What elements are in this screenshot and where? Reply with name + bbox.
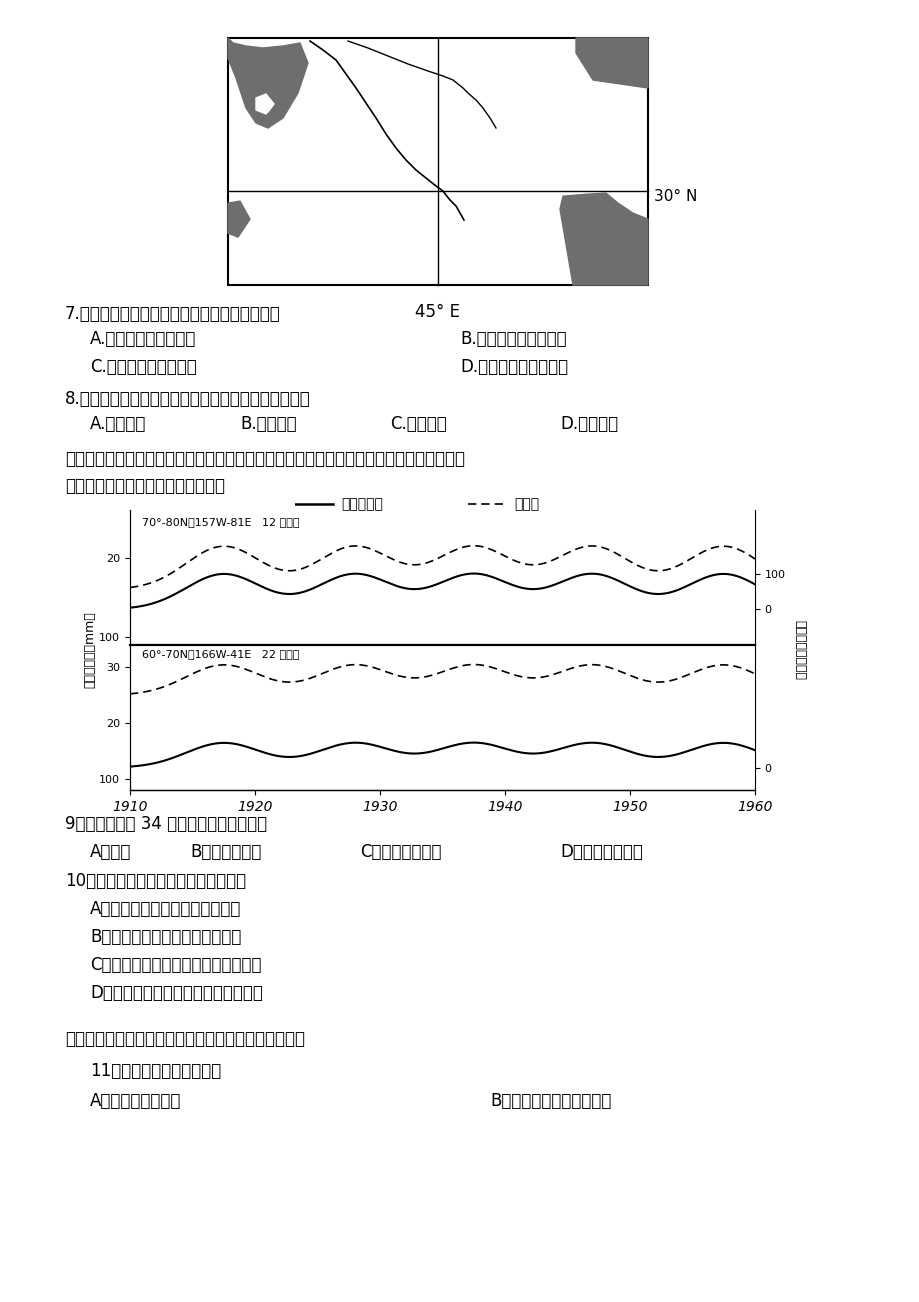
- Text: A．亚洲: A．亚洲: [90, 842, 131, 861]
- Polygon shape: [255, 96, 272, 115]
- Text: D．变化周期与太阳黑子活动周期无关: D．变化周期与太阳黑子活动周期无关: [90, 984, 263, 1003]
- Text: D.水产资源: D.水产资源: [560, 415, 618, 434]
- Text: B．地震导致海底中间凹陷: B．地震导致海底中间凹陷: [490, 1092, 611, 1111]
- Text: A.油气资源: A.油气资源: [90, 415, 146, 434]
- Text: A．随太阳黑子活动的增强而增大: A．随太阳黑子活动的增强而增大: [90, 900, 241, 918]
- Text: B．随太阳黑子活动的增强而减小: B．随太阳黑子活动的增强而减小: [90, 928, 241, 947]
- Text: 太阳黑子数: 太阳黑子数: [341, 497, 382, 510]
- Text: B．亚洲和欧洲: B．亚洲和欧洲: [190, 842, 261, 861]
- Bar: [228, 38, 647, 285]
- Text: 11．洋脊的形成主要是由于: 11．洋脊的形成主要是由于: [90, 1062, 221, 1079]
- Polygon shape: [228, 38, 308, 128]
- Text: B.艳丽轻柔的纱丽服饰: B.艳丽轻柔的纱丽服饰: [460, 329, 566, 348]
- Polygon shape: [560, 193, 647, 285]
- Text: D.热情奔放的土风歌舞: D.热情奔放的土风歌舞: [460, 358, 568, 376]
- Text: A．地震使海底抬升: A．地震使海底抬升: [90, 1092, 181, 1111]
- Text: B.水能资源: B.水能资源: [240, 415, 296, 434]
- Text: （六）板块运动造就了地球表面高低起伏的基本形态。: （六）板块运动造就了地球表面高低起伏的基本形态。: [65, 1030, 305, 1048]
- Text: 60°-70N，166W-41E   22 个测站: 60°-70N，166W-41E 22 个测站: [142, 650, 300, 659]
- Text: 10．观测显示，所测地区年平均降水量: 10．观测显示，所测地区年平均降水量: [65, 872, 246, 891]
- Text: C.圆顶尖塔的大清真寺: C.圆顶尖塔的大清真寺: [90, 358, 197, 376]
- Text: D．欧洲和北美洲: D．欧洲和北美洲: [560, 842, 642, 861]
- Text: 9．图中所示的 34 个测站分布范围主要在: 9．图中所示的 34 个测站分布范围主要在: [65, 815, 267, 833]
- Text: 降水量: 降水量: [514, 497, 539, 510]
- Text: 30° N: 30° N: [653, 189, 697, 203]
- Text: 7.这里的城市多沿河而居，街道上可见的景观有: 7.这里的城市多沿河而居，街道上可见的景观有: [65, 305, 280, 323]
- Text: 70°-80N，157W-81E   12 个测站: 70°-80N，157W-81E 12 个测站: [142, 517, 300, 527]
- Text: 45° E: 45° E: [415, 303, 460, 322]
- Text: A.圆形穹顶的东正教堂: A.圆形穹顶的东正教堂: [90, 329, 196, 348]
- Polygon shape: [228, 201, 250, 237]
- Text: 8.对该地区的经济发展具有十分重要作用的自然资源是: 8.对该地区的经济发展具有十分重要作用的自然资源是: [65, 391, 311, 408]
- Text: C．变化周期与太阳黑子活动周期吴合: C．变化周期与太阳黑子活动周期吴合: [90, 956, 261, 974]
- Polygon shape: [575, 38, 647, 89]
- Text: （五）太阳黑子活动的变化会对地球的气候产生明显影响。下图显示北半球部分高绬度地区: （五）太阳黑子活动的变化会对地球的气候产生明显影响。下图显示北半球部分高绬度地区: [65, 450, 464, 467]
- Text: 年均降水量（mm）: 年均降水量（mm）: [84, 612, 96, 689]
- Polygon shape: [255, 94, 274, 112]
- Text: 黑子相对数（个）: 黑子相对数（个）: [792, 620, 806, 680]
- Text: 太阳黑子活动与年均降水量的关系。: 太阳黑子活动与年均降水量的关系。: [65, 477, 225, 495]
- Text: C.森林资源: C.森林资源: [390, 415, 447, 434]
- Text: C．亚洲和北美洲: C．亚洲和北美洲: [359, 842, 441, 861]
